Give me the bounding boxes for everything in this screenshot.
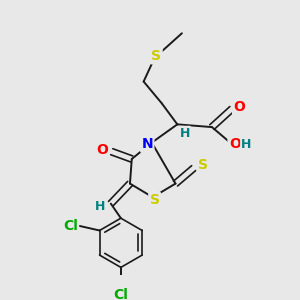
Text: H: H xyxy=(242,138,252,151)
Text: S: S xyxy=(150,193,160,207)
Text: H: H xyxy=(95,200,105,213)
Text: O: O xyxy=(97,143,109,157)
Text: Cl: Cl xyxy=(63,219,78,233)
Text: O: O xyxy=(233,100,245,114)
Text: S: S xyxy=(198,158,208,172)
Text: S: S xyxy=(152,49,161,63)
Text: O: O xyxy=(229,137,241,152)
Text: H: H xyxy=(179,127,190,140)
Text: N: N xyxy=(142,137,153,152)
Text: Cl: Cl xyxy=(113,288,128,300)
